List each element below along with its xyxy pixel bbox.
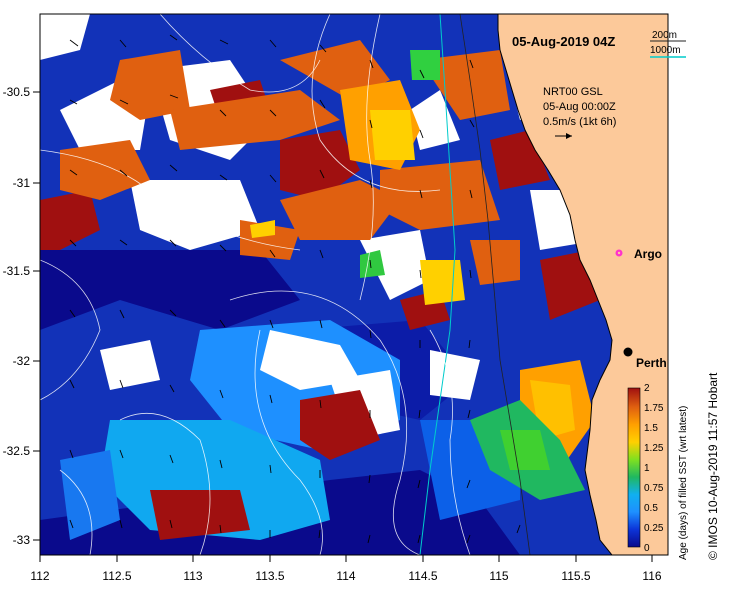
y-tick-label: -32 (13, 354, 31, 368)
perth-label: Perth (636, 356, 667, 370)
current-product-label: NRT00 GSL (543, 86, 603, 98)
x-tick-label: 114 (336, 569, 355, 583)
colorbar-tick: 2 (644, 383, 650, 394)
orange-region (470, 240, 520, 285)
current-scale-label: 0.5m/s (1kt 6h) (543, 116, 616, 128)
y-tick-label: -31.5 (3, 264, 31, 278)
x-tick-label: 113 (183, 569, 202, 583)
current-vectors (69, 34, 521, 544)
y-tick-label: -33 (13, 533, 31, 547)
map-panel (40, 14, 668, 555)
cloud-gap (40, 14, 90, 60)
cloud-gap (360, 230, 430, 300)
x-tick-label: 112 (30, 569, 49, 583)
orange-region (420, 50, 510, 120)
depth-legend-200m: 200m (652, 30, 677, 41)
yellow-region (420, 260, 465, 305)
orange-region (170, 90, 340, 150)
current-scale-arrow (555, 133, 572, 139)
colorbar-tick: 0 (644, 543, 650, 554)
x-tick-label: 116 (642, 569, 661, 583)
colorbar-tick: 0.25 (644, 523, 664, 534)
colorbar-tick: 0.75 (644, 483, 664, 494)
colorbar-ticks: 2 1.75 1.5 1.25 1 0.75 0.5 0.25 0 (644, 383, 664, 554)
isobath-200m (459, 14, 531, 555)
cloud-gap (100, 340, 160, 390)
orange-region (110, 50, 190, 120)
x-axis: 112 112.5 113 113.5 114 114.5 115 115.5 … (30, 555, 662, 583)
colorbar-tick: 1.5 (644, 423, 658, 434)
cloud-gap (430, 350, 480, 400)
darkred-region (280, 130, 360, 200)
navy-region (40, 250, 300, 330)
orange-region (280, 40, 390, 100)
colorbar-label: Age (days) of filled SST (wrt latest) (678, 406, 689, 560)
copyright-text: © IMOS 10-Aug-2019 11:57 Hobart (706, 372, 720, 560)
darkred-region (300, 390, 380, 460)
colorbar-tick: 1.25 (644, 443, 664, 454)
orange-region (280, 180, 400, 240)
argo-label: Argo (634, 247, 662, 261)
yellow-region (370, 110, 415, 160)
x-tick-label: 115 (489, 569, 508, 583)
x-tick-label: 113.5 (255, 569, 284, 583)
darkred-region (40, 190, 100, 250)
y-tick-label: -31 (13, 176, 31, 190)
orange-region (60, 140, 150, 200)
cloud-gap (260, 330, 360, 390)
colorbar-tick: 0.5 (644, 503, 658, 514)
colorbar-tick: 1.75 (644, 403, 664, 414)
lightblue-region-west (60, 450, 120, 540)
plot-frame (39, 13, 669, 556)
argo-marker (615, 249, 623, 257)
colorbar-tick: 1 (644, 463, 650, 474)
y-tick-label: -32.5 (3, 444, 31, 458)
y-tick-label: -30.5 (3, 85, 31, 99)
current-time-label: 05-Aug 00:00Z (543, 101, 616, 113)
isobath-1000m (419, 14, 456, 555)
y-axis: -30.5 -31 -31.5 -32 -32.5 -33 (3, 85, 40, 547)
orange-region (380, 160, 500, 230)
land-mass (498, 14, 668, 555)
green-region (410, 50, 440, 80)
x-tick-label: 114.5 (408, 569, 437, 583)
coastline (497, 14, 613, 555)
colorbar (627, 387, 641, 548)
cloud-gap (130, 180, 260, 250)
map-title: 05-Aug-2019 04Z (512, 34, 615, 49)
x-tick-label: 112.5 (102, 569, 131, 583)
yellow-region (250, 220, 275, 238)
limegreen-region (500, 430, 550, 470)
streamlines (40, 14, 471, 555)
depth-legend-1000m: 1000m (650, 45, 681, 56)
perth-marker (623, 347, 633, 357)
darkred-region (150, 490, 250, 540)
x-tick-label: 115.5 (561, 569, 590, 583)
